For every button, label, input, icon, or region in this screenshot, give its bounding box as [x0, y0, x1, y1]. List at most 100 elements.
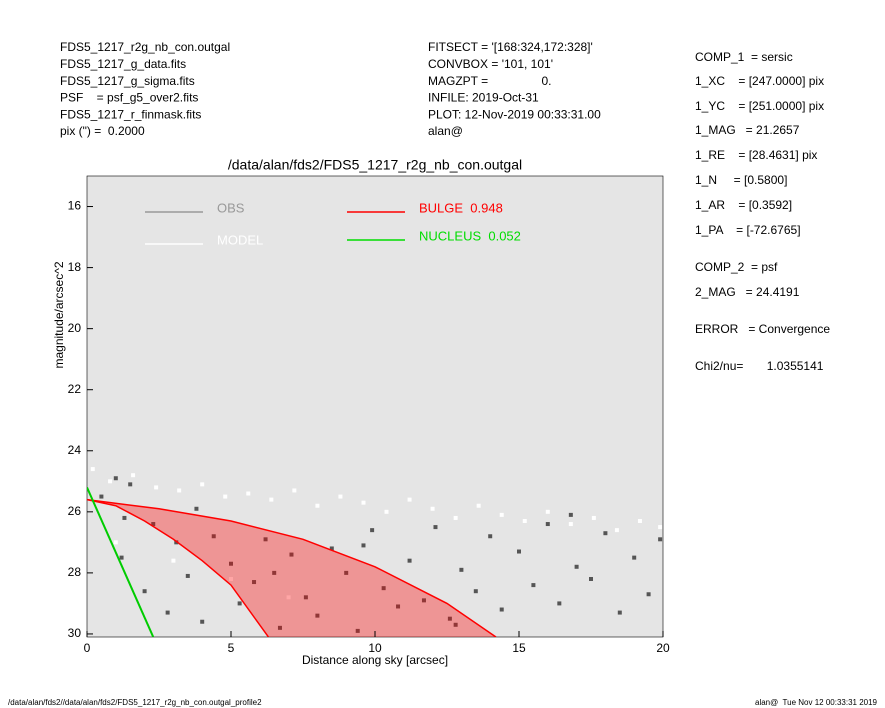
data-point: [90, 467, 95, 472]
data-point: [531, 583, 536, 588]
data-point: [171, 558, 176, 563]
x-tick-label: 10: [368, 641, 382, 655]
axes: 0 5 10 15 20 16 18 20 22 24 26 28 30 OBS MODEL BULGE 0.…: [68, 199, 670, 655]
header-right-line: 1_XC = [247.0000] pix: [695, 74, 824, 88]
data-point: [211, 534, 216, 539]
data-point: [637, 518, 642, 523]
data-point: [499, 512, 504, 517]
data-point: [361, 543, 366, 548]
header-middle-line: CONVBOX = '101, 101': [428, 57, 553, 71]
data-point: [557, 601, 562, 606]
header-right-line: 1_AR = [0.3592]: [695, 198, 792, 212]
footer-left: /data/alan/fds2//data/alan/fds2/FDS5_121…: [8, 698, 262, 707]
data-point: [142, 589, 147, 594]
x-tick-label: 15: [512, 641, 526, 655]
y-tick-label: 24: [68, 443, 82, 457]
data-point: [589, 576, 593, 581]
header-right-line: 2_MAG = 24.4191: [695, 285, 800, 299]
data-point: [617, 610, 622, 615]
header-right-line: 1_YC = [251.0000] pix: [695, 99, 824, 113]
data-point: [433, 525, 438, 530]
data-point: [591, 515, 596, 520]
legend-label: OBS: [217, 200, 245, 215]
data-point: [154, 485, 159, 490]
header-middle-line: PLOT: 12-Nov-2019 00:33:31.00: [428, 107, 601, 121]
data-point: [200, 619, 205, 624]
data-point: [499, 607, 504, 612]
data-point: [229, 576, 233, 581]
data-point: [128, 482, 133, 487]
bulge-fill: [87, 499, 496, 637]
y-tick-label: 20: [68, 321, 82, 335]
legend-label: MODEL: [217, 232, 263, 247]
header-right-line: 1_RE = [28.4631] pix: [695, 148, 817, 162]
data-point: [545, 522, 550, 527]
header: FDS5_1217_r2g_nb_con.outgal FDS5_1217_g_d…: [60, 40, 830, 373]
data-point: [113, 476, 118, 481]
data-point: [329, 546, 334, 551]
data-point: [603, 531, 608, 536]
data-point: [194, 506, 199, 511]
data-point: [421, 598, 426, 603]
header-right-line: COMP_2 = psf: [695, 260, 778, 274]
header-right-line: 1_N = [0.5800]: [695, 173, 787, 187]
y-tick-label: 18: [68, 260, 82, 274]
data-point: [269, 497, 274, 502]
bulge-edge: [87, 498, 497, 637]
data-point: [303, 595, 308, 600]
header-right-line: ERROR = Convergence: [695, 322, 830, 336]
y-axis-label: magnitude/arcsec^2: [52, 261, 66, 368]
data-point: [384, 509, 389, 514]
header-left-line: FDS5_1217_g_data.fits: [60, 57, 186, 71]
footer-right: alan@ Tue Nov 12 00:33:31 2019: [755, 698, 878, 707]
data-point: [407, 558, 412, 563]
data-point: [289, 552, 294, 557]
header-right-line: COMP_1 = sersic: [695, 50, 793, 64]
chart-title: /data/alan/fds2/FDS5_1217_r2g_nb_con.out…: [228, 157, 522, 173]
data-point: [315, 613, 320, 618]
data-point: [252, 580, 257, 585]
legend-label: BULGE 0.948: [419, 200, 503, 215]
data-point: [355, 628, 360, 633]
data-point: [200, 482, 205, 487]
data-point: [658, 525, 663, 530]
data-point: [453, 622, 458, 627]
data-point: [119, 555, 124, 560]
data-point: [517, 549, 521, 554]
data-point: [292, 488, 297, 493]
data-point: [370, 528, 375, 533]
data-point: [361, 500, 366, 505]
data-point: [488, 534, 493, 539]
data-point: [272, 570, 277, 575]
data-point: [185, 573, 190, 578]
data-point: [229, 561, 233, 566]
header-left-line: pix (") = 0.2000: [60, 124, 145, 138]
data-point: [246, 491, 251, 496]
data-point: [574, 564, 579, 569]
data-point: [568, 522, 573, 527]
header-left-line: FDS5_1217_g_sigma.fits: [60, 74, 195, 88]
y-tick-label: 28: [68, 565, 82, 579]
header-right-line: 1_MAG = 21.2657: [695, 123, 800, 137]
data-point: [151, 522, 156, 527]
data-point: [237, 601, 242, 606]
data-point: [277, 625, 282, 630]
y-tick-label: 22: [68, 382, 82, 396]
data-point: [338, 494, 343, 499]
data-point: [131, 473, 136, 478]
data-point: [108, 479, 113, 484]
x-tick-label: 5: [228, 641, 235, 655]
data-point: [99, 494, 104, 499]
data-point: [223, 494, 228, 499]
plot-area: [86, 175, 664, 638]
model-line: [87, 486, 155, 637]
header-middle-line: MAGZPT = 0.: [428, 74, 551, 88]
data-point: [113, 540, 118, 545]
data-point: [447, 616, 452, 621]
data-point: [315, 503, 320, 508]
header-left-line: FDS5_1217_r2g_nb_con.outgal: [60, 40, 230, 54]
data-point: [646, 592, 651, 597]
data-point: [381, 586, 386, 591]
plot-marks: [87, 467, 663, 637]
